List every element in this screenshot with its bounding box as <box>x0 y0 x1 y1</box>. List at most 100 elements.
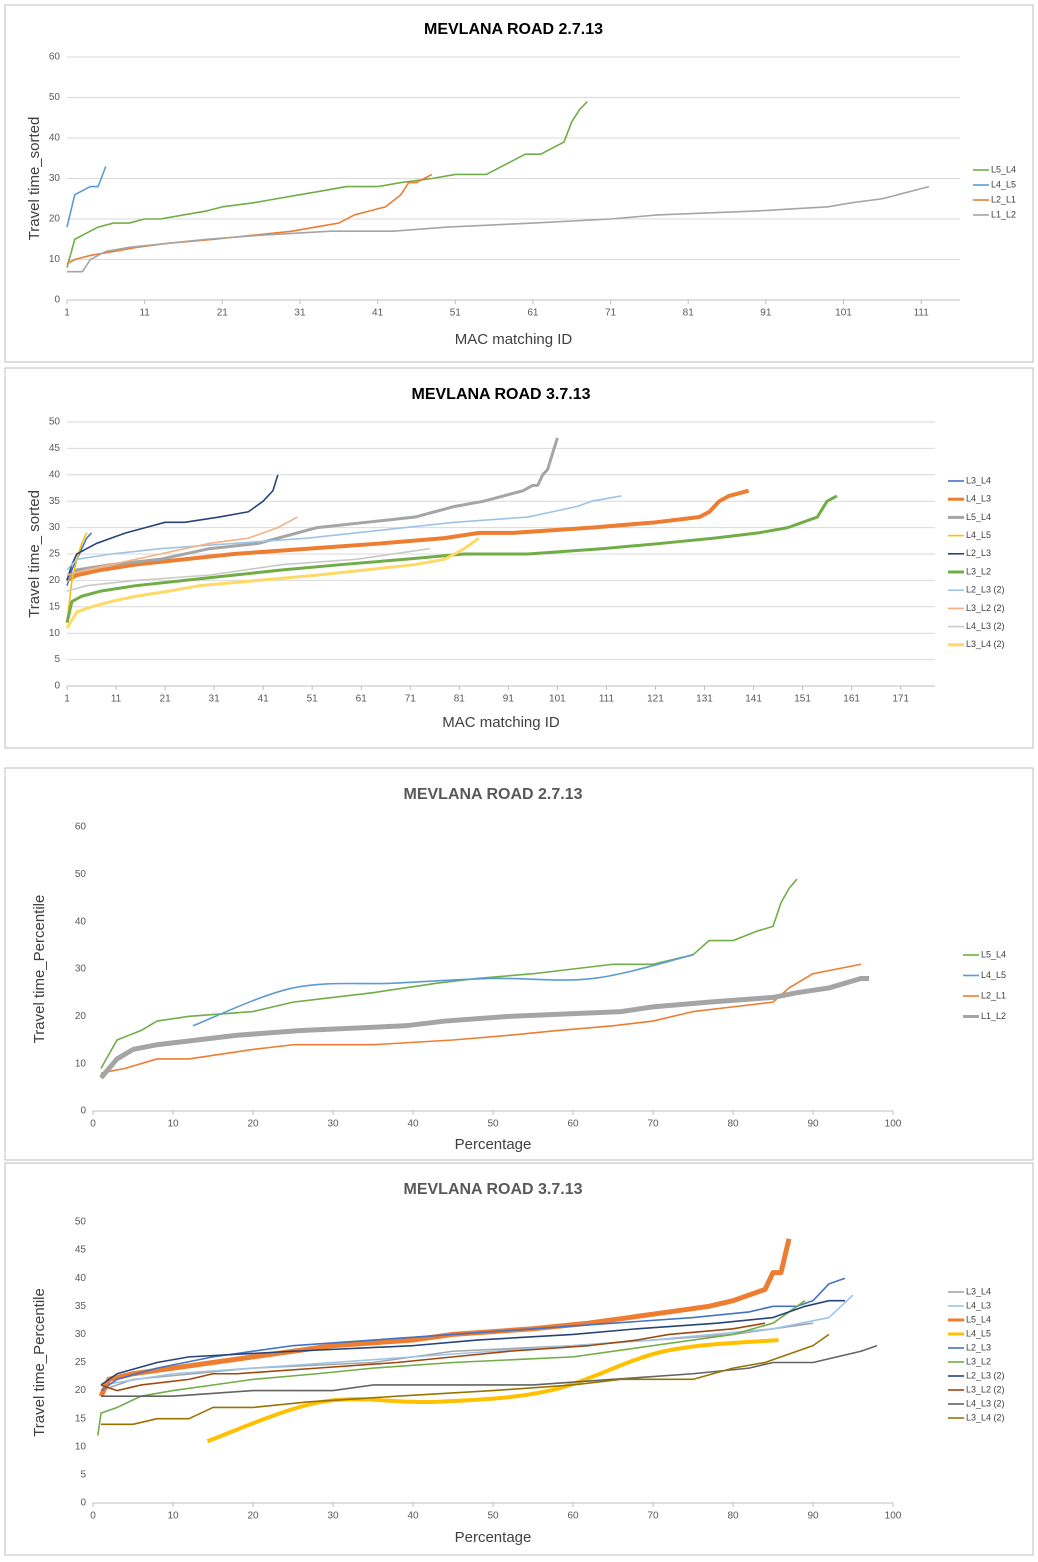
y-tick-label: 50 <box>75 869 87 880</box>
series-line <box>100 1299 845 1386</box>
x-tick-label: 30 <box>327 1511 339 1522</box>
y-tick-label: 15 <box>49 601 61 612</box>
x-tick-label: 100 <box>885 1511 902 1522</box>
y-tick-label: 20 <box>75 1011 87 1022</box>
x-tick-label: 141 <box>745 694 762 705</box>
series-line <box>100 878 798 1069</box>
legend-label: L4_L5 <box>966 1328 991 1338</box>
x-tick-label: 80 <box>727 1119 739 1130</box>
y-tick-label: 50 <box>49 92 61 103</box>
y-tick-label: 35 <box>75 1301 87 1312</box>
y-tick-label: 25 <box>49 549 61 560</box>
x-tick-label: 171 <box>892 694 909 705</box>
y-tick-label: 45 <box>49 443 61 454</box>
legend-label: L3_L4 <box>966 1286 991 1296</box>
y-tick-label: 5 <box>80 1470 86 1481</box>
x-tick-label: 111 <box>599 694 615 705</box>
legend-label: L5_L4 <box>966 1314 991 1324</box>
legend-label: L2_L3 (2) <box>966 585 1005 595</box>
legend-label: L2_L3 <box>966 1342 991 1352</box>
x-tick-label: 11 <box>111 694 122 705</box>
y-tick-label: 10 <box>75 1441 87 1452</box>
legend-label: L4_L3 <box>966 1300 991 1310</box>
x-tick-label: 131 <box>696 694 713 705</box>
y-tick-label: 50 <box>49 417 61 428</box>
panel-frame <box>4 4 1034 363</box>
x-tick-label: 51 <box>307 694 319 705</box>
series-line <box>100 1322 814 1392</box>
x-tick-label: 71 <box>605 308 617 319</box>
series-line <box>65 494 838 623</box>
legend-label: L3_L2 <box>966 1356 991 1366</box>
legend-label: L4_L5 <box>966 530 991 540</box>
y-tick-label: 5 <box>54 654 60 665</box>
x-tick-label: 50 <box>487 1119 499 1130</box>
y-tick-label: 40 <box>49 133 61 144</box>
y-tick-label: 40 <box>75 916 87 927</box>
series-line <box>100 963 862 1074</box>
y-tick-label: 0 <box>54 295 60 306</box>
x-tick-label: 60 <box>567 1119 579 1130</box>
x-tick-label: 31 <box>209 694 221 705</box>
series-line <box>100 1294 854 1386</box>
x-tick-label: 41 <box>372 308 384 319</box>
x-tick-label: 1 <box>64 694 70 705</box>
x-tick-label: 121 <box>647 694 664 705</box>
x-tick-label: 90 <box>807 1119 819 1130</box>
legend-label: L2_L1 <box>981 990 1006 1000</box>
series-line <box>66 166 107 228</box>
y-tick-label: 45 <box>75 1245 87 1256</box>
legend-label: L4_L3 (2) <box>966 1398 1005 1408</box>
y-tick-label: 20 <box>75 1385 87 1396</box>
x-axis-label: MAC matching ID <box>442 714 560 731</box>
series-line <box>192 954 694 1027</box>
series-line <box>97 1300 806 1436</box>
legend-label: L3_L4 <box>966 475 991 485</box>
legend-label: L4_L5 <box>991 179 1016 189</box>
legend-label: L4_L3 (2) <box>966 621 1005 631</box>
y-tick-label: 10 <box>49 628 61 639</box>
x-axis-label: MAC matching ID <box>455 331 573 348</box>
x-tick-label: 101 <box>549 694 566 705</box>
x-tick-label: 60 <box>567 1511 579 1522</box>
legend-label: L2_L1 <box>991 194 1016 204</box>
x-tick-label: 40 <box>407 1119 419 1130</box>
series-line <box>66 495 622 571</box>
series-line <box>66 516 298 576</box>
x-tick-label: 51 <box>450 308 462 319</box>
x-tick-label: 30 <box>327 1119 339 1130</box>
series-line <box>66 173 433 265</box>
legend-label: L3_L2 (2) <box>966 603 1005 613</box>
y-axis-label: Travel time_Percentile <box>31 895 48 1044</box>
x-tick-label: 100 <box>885 1119 902 1130</box>
y-tick-label: 30 <box>49 173 61 184</box>
x-tick-label: 41 <box>258 694 270 705</box>
y-tick-label: 15 <box>75 1413 87 1424</box>
y-tick-label: 0 <box>80 1106 86 1117</box>
x-tick-label: 50 <box>487 1511 499 1522</box>
series-line <box>65 536 480 629</box>
x-tick-label: 90 <box>807 1511 819 1522</box>
series-line <box>100 1322 766 1392</box>
legend-label: L5_L4 <box>991 164 1016 174</box>
legend-label: L5_L4 <box>966 512 991 522</box>
y-axis-label: Travel time_Percentile <box>31 1288 48 1437</box>
series-line <box>206 1338 779 1444</box>
legend-label: L3_L4 (2) <box>966 639 1005 649</box>
y-tick-label: 20 <box>49 575 61 586</box>
y-tick-label: 0 <box>54 681 60 692</box>
y-tick-label: 35 <box>49 496 61 507</box>
x-tick-label: 91 <box>760 308 772 319</box>
panel-frame <box>4 367 1034 749</box>
legend-label: L3_L2 <box>966 566 991 576</box>
x-tick-label: 80 <box>727 1511 739 1522</box>
y-tick-label: 50 <box>75 1217 87 1228</box>
x-tick-label: 70 <box>647 1119 659 1130</box>
series-line <box>101 1333 830 1426</box>
y-tick-label: 30 <box>75 964 87 975</box>
legend-label: L1_L2 <box>991 209 1016 219</box>
y-tick-label: 40 <box>49 469 61 480</box>
x-tick-label: 1 <box>64 308 70 319</box>
series-line <box>66 488 750 583</box>
y-tick-label: 30 <box>49 522 61 533</box>
